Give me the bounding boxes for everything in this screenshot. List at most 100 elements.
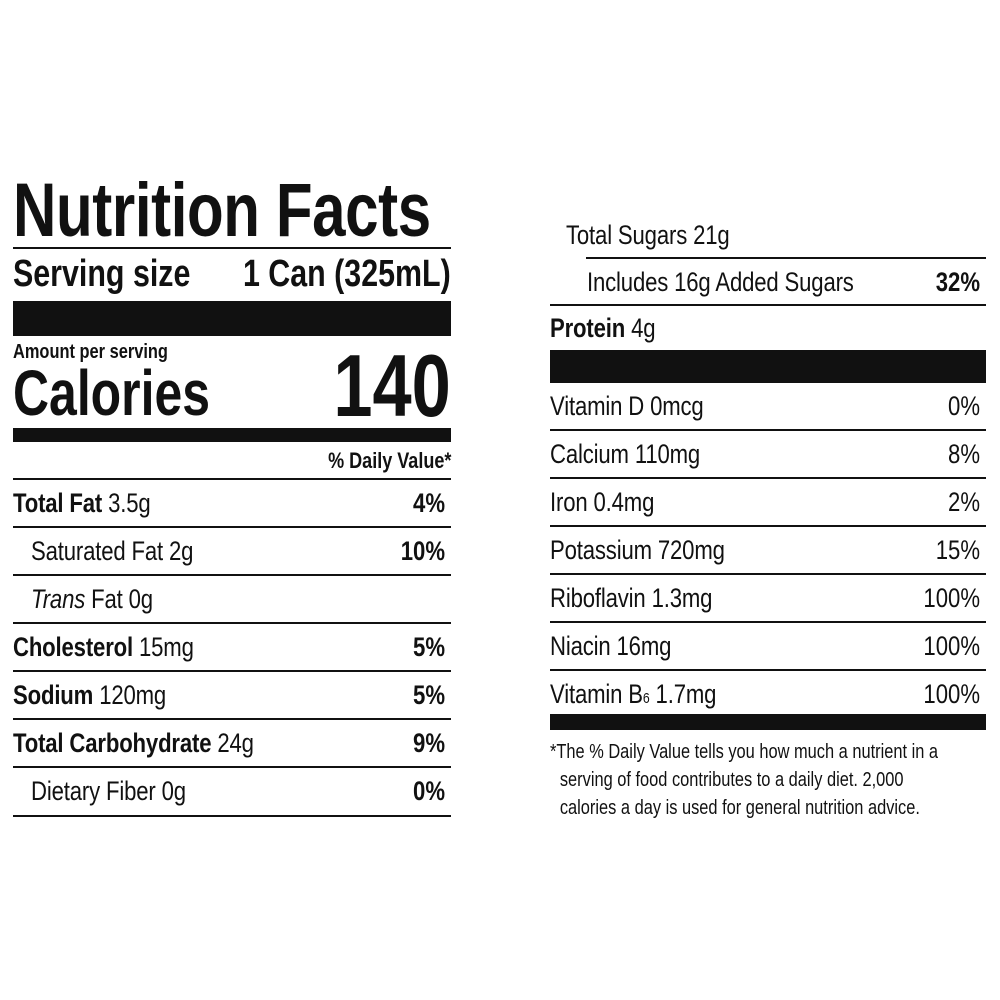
nutrient-name: Sodium bbox=[13, 679, 94, 710]
vitamin-dv: 0% bbox=[947, 390, 980, 421]
vitamin-row-potassium: Potassium 720mg 15% bbox=[550, 527, 980, 573]
divider bbox=[550, 669, 986, 671]
divider bbox=[13, 766, 451, 768]
vitamin-dv: 100% bbox=[923, 678, 980, 709]
vitamin-amount: 1.3mg bbox=[651, 582, 713, 613]
divider bbox=[13, 815, 451, 817]
calories-value-wrap: 140 bbox=[304, 336, 451, 435]
nutrient-amount: 3.5g bbox=[108, 487, 151, 518]
nutrient-amount: 0g bbox=[161, 775, 186, 806]
vitamin-row-calcium: Calcium 110mg 8% bbox=[550, 431, 980, 477]
vitamin-dv: 2% bbox=[947, 486, 980, 517]
nutrient-dv: 9% bbox=[412, 727, 445, 758]
vitamin-amount: 0mcg bbox=[650, 390, 704, 421]
footnote: *The % Daily Value tells you how much a … bbox=[550, 738, 1000, 822]
nutrient-amount: 21g bbox=[693, 219, 730, 250]
nutrient-name: Total Fat bbox=[13, 487, 103, 518]
nutrient-row-total-sugars: Total Sugars 21g bbox=[566, 212, 980, 258]
medium-divider bbox=[13, 428, 451, 442]
vitamin-dv: 100% bbox=[923, 582, 980, 613]
nutrient-amount: 15mg bbox=[138, 631, 194, 662]
vitamin-name: Riboflavin bbox=[550, 582, 646, 613]
vitamin-row-iron: Iron 0.4mg 2% bbox=[550, 479, 980, 525]
nutrient-dv: 0% bbox=[412, 775, 445, 806]
thick-divider bbox=[13, 301, 451, 336]
divider bbox=[550, 429, 986, 431]
divider bbox=[13, 718, 451, 720]
vitamin-row-riboflavin: Riboflavin 1.3mg 100% bbox=[550, 575, 980, 621]
nutrient-amount: 120mg bbox=[99, 679, 167, 710]
vitamin-amount: 1.7mg bbox=[655, 678, 717, 709]
daily-value-header-wrap: % Daily Value* bbox=[301, 448, 451, 474]
vitamin-dv: 100% bbox=[923, 630, 980, 661]
nutrient-name: Includes 16g Added Sugars bbox=[587, 266, 854, 297]
serving-size-value: 1 Can (325mL) bbox=[243, 253, 451, 295]
divider bbox=[550, 573, 986, 575]
vitamin-row-niacin: Niacin 16mg 100% bbox=[550, 623, 980, 669]
nutrient-name: Total Sugars bbox=[566, 219, 688, 250]
nutrient-name: Dietary Fiber bbox=[31, 775, 156, 806]
divider bbox=[550, 621, 986, 623]
nutrient-row-total-fat: Total Fat 3.5g 4% bbox=[13, 480, 445, 526]
divider bbox=[13, 670, 451, 672]
vitamin-amount: 0.4mg bbox=[593, 486, 655, 517]
nutrient-row-added-sugars: Includes 16g Added Sugars 32% bbox=[587, 259, 980, 305]
nutrient-dv: 32% bbox=[935, 266, 980, 297]
divider bbox=[13, 247, 451, 249]
nutrient-name: Trans bbox=[31, 583, 86, 614]
nutrient-amount: Fat 0g bbox=[91, 583, 153, 614]
nutrient-row-total-carbohydrate: Total Carbohydrate 24g 9% bbox=[13, 720, 445, 766]
thick-divider bbox=[550, 350, 986, 383]
amount-per-serving-wrap: Amount per serving bbox=[13, 341, 313, 363]
nutrient-row-saturated-fat: Saturated Fat 2g 10% bbox=[31, 528, 445, 574]
nutrient-row-trans-fat: Trans Fat 0g bbox=[31, 576, 445, 622]
vitamin-amount: 16mg bbox=[616, 630, 672, 661]
divider bbox=[550, 304, 986, 306]
vitamin-amount: 720mg bbox=[657, 534, 725, 565]
thick-divider bbox=[550, 714, 986, 730]
divider bbox=[13, 622, 451, 624]
calories-value: 140 bbox=[333, 336, 451, 435]
vitamin-row-vitamin-d: Vitamin D 0mcg 0% bbox=[550, 383, 980, 429]
nutrient-dv: 4% bbox=[412, 487, 445, 518]
amount-per-serving: Amount per serving bbox=[13, 341, 168, 363]
nutrient-row-protein: Protein 4g bbox=[550, 306, 980, 350]
footnote-line: *The % Daily Value tells you how much a … bbox=[550, 741, 939, 763]
vitamin-name: Potassium bbox=[550, 534, 652, 565]
daily-value-header: % Daily Value* bbox=[327, 448, 451, 473]
calories-label: Calories bbox=[13, 357, 210, 429]
nutrient-name: Cholesterol bbox=[13, 631, 133, 662]
title-wrap: Nutrition Facts bbox=[13, 168, 453, 253]
serving-size-row: Serving size 1 Can (325mL) bbox=[13, 253, 451, 295]
divider bbox=[586, 257, 986, 259]
vitamin-name: Calcium bbox=[550, 438, 629, 469]
calories-label-wrap: Calories bbox=[13, 360, 313, 426]
vitamin-name: Vitamin D bbox=[550, 390, 645, 421]
divider bbox=[550, 477, 986, 479]
nutrient-dv: 5% bbox=[412, 631, 445, 662]
vitamin-subscript: 6 bbox=[642, 689, 650, 707]
divider bbox=[13, 478, 451, 480]
vitamin-name: Iron bbox=[550, 486, 588, 517]
nutrient-row-sodium: Sodium 120mg 5% bbox=[13, 672, 445, 718]
serving-size-label: Serving size bbox=[13, 253, 191, 295]
vitamin-amount: 110mg bbox=[634, 438, 701, 469]
vitamin-name: Vitamin B bbox=[550, 678, 643, 709]
nutrient-name: Protein bbox=[550, 312, 626, 343]
vitamin-dv: 8% bbox=[947, 438, 980, 469]
vitamin-row-vitamin-b6: Vitamin B6 1.7mg 100% bbox=[550, 671, 980, 717]
vitamin-name: Niacin bbox=[550, 630, 611, 661]
nutrient-row-dietary-fiber: Dietary Fiber 0g 0% bbox=[31, 768, 445, 814]
nutrient-amount: 2g bbox=[169, 535, 194, 566]
divider bbox=[550, 525, 986, 527]
nutrient-dv: 10% bbox=[400, 535, 445, 566]
nutrient-dv: 5% bbox=[412, 679, 445, 710]
nutrient-name: Total Carbohydrate bbox=[13, 727, 212, 758]
vitamin-dv: 15% bbox=[935, 534, 980, 565]
nutrient-row-cholesterol: Cholesterol 15mg 5% bbox=[13, 624, 445, 670]
nutrient-amount: 4g bbox=[631, 312, 656, 343]
footnote-line: serving of food contributes to a daily d… bbox=[559, 769, 904, 791]
nutrient-name: Saturated Fat bbox=[31, 535, 164, 566]
page-title: Nutrition Facts bbox=[13, 168, 431, 253]
nutrient-amount: 24g bbox=[217, 727, 254, 758]
